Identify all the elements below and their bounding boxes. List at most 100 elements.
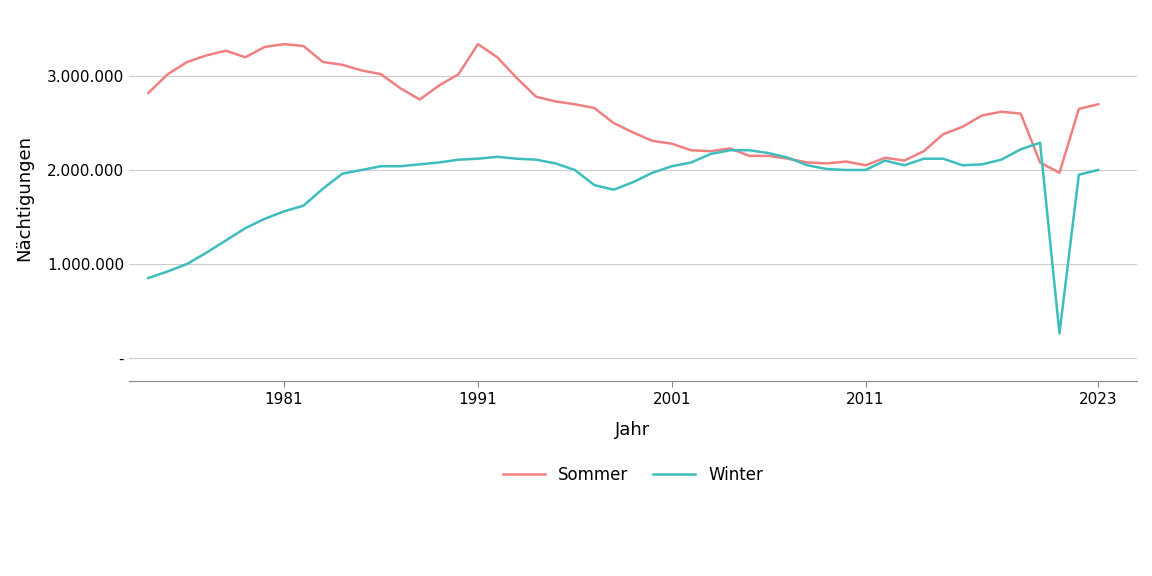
Winter xyxy=(742,147,756,154)
Sommer xyxy=(897,157,911,164)
Sommer xyxy=(801,159,814,166)
Sommer xyxy=(258,43,272,50)
Sommer xyxy=(840,158,854,165)
Winter xyxy=(994,156,1008,163)
Y-axis label: Nächtigungen: Nächtigungen xyxy=(15,135,33,261)
Sommer xyxy=(781,156,795,162)
Winter xyxy=(937,156,950,162)
Sommer xyxy=(296,43,310,50)
Winter xyxy=(626,179,639,185)
Winter xyxy=(355,166,369,173)
Sommer xyxy=(199,52,213,59)
Sommer xyxy=(917,147,931,154)
Sommer xyxy=(412,96,426,103)
Sommer xyxy=(219,47,233,54)
Sommer xyxy=(1033,159,1047,166)
Sommer xyxy=(1014,110,1028,117)
Sommer xyxy=(684,147,698,154)
Sommer xyxy=(820,160,834,167)
Sommer xyxy=(588,104,601,111)
Winter xyxy=(142,275,156,282)
Sommer xyxy=(704,147,718,154)
Sommer xyxy=(975,112,988,119)
Winter xyxy=(199,249,213,256)
Winter xyxy=(529,156,543,163)
Winter xyxy=(801,162,814,169)
Winter xyxy=(840,166,854,173)
X-axis label: Jahr: Jahr xyxy=(615,420,651,439)
Winter xyxy=(607,186,621,193)
Sommer xyxy=(142,89,156,96)
Winter xyxy=(645,169,659,176)
Winter xyxy=(1033,139,1047,146)
Winter xyxy=(452,156,465,163)
Winter xyxy=(471,156,485,162)
Winter xyxy=(1091,166,1105,173)
Sommer xyxy=(723,145,737,152)
Sommer xyxy=(937,131,950,138)
Winter xyxy=(761,150,775,157)
Winter xyxy=(219,237,233,244)
Sommer xyxy=(1053,169,1067,176)
Sommer xyxy=(316,59,329,66)
Winter xyxy=(820,165,834,172)
Winter xyxy=(278,208,291,215)
Winter xyxy=(878,157,892,164)
Sommer xyxy=(355,67,369,74)
Winter xyxy=(956,162,970,169)
Sommer xyxy=(278,41,291,48)
Sommer xyxy=(1071,105,1085,112)
Winter xyxy=(258,215,272,222)
Sommer xyxy=(568,101,582,108)
Winter xyxy=(858,166,872,173)
Winter xyxy=(238,225,252,232)
Winter xyxy=(917,156,931,162)
Winter xyxy=(491,153,505,160)
Winter xyxy=(432,159,446,166)
Sommer xyxy=(878,154,892,161)
Sommer xyxy=(956,123,970,130)
Winter xyxy=(684,159,698,166)
Winter xyxy=(374,163,388,170)
Sommer xyxy=(452,71,465,78)
Sommer xyxy=(161,71,175,78)
Winter xyxy=(704,150,718,157)
Winter xyxy=(510,156,524,162)
Sommer xyxy=(180,59,194,66)
Winter xyxy=(161,268,175,275)
Line: Winter: Winter xyxy=(149,143,1098,334)
Sommer xyxy=(645,138,659,145)
Winter xyxy=(180,260,194,267)
Winter xyxy=(296,202,310,209)
Sommer xyxy=(994,108,1008,115)
Sommer xyxy=(510,74,524,81)
Sommer xyxy=(761,153,775,160)
Sommer xyxy=(491,54,505,60)
Line: Sommer: Sommer xyxy=(149,44,1098,173)
Winter xyxy=(394,163,408,170)
Winter xyxy=(548,160,562,167)
Sommer xyxy=(471,41,485,48)
Winter xyxy=(897,162,911,169)
Winter xyxy=(1014,146,1028,153)
Sommer xyxy=(335,61,349,68)
Sommer xyxy=(858,162,872,169)
Winter xyxy=(568,166,582,173)
Winter xyxy=(316,185,329,192)
Winter xyxy=(781,154,795,161)
Winter xyxy=(665,163,679,170)
Sommer xyxy=(742,153,756,160)
Sommer xyxy=(665,140,679,147)
Sommer xyxy=(548,98,562,105)
Winter xyxy=(1053,330,1067,337)
Winter xyxy=(1071,171,1085,178)
Winter xyxy=(723,147,737,154)
Winter xyxy=(412,161,426,168)
Sommer xyxy=(607,120,621,127)
Sommer xyxy=(394,85,408,92)
Winter xyxy=(975,161,988,168)
Sommer xyxy=(374,71,388,78)
Sommer xyxy=(1091,101,1105,108)
Sommer xyxy=(432,82,446,89)
Legend: Sommer, Winter: Sommer, Winter xyxy=(497,459,770,490)
